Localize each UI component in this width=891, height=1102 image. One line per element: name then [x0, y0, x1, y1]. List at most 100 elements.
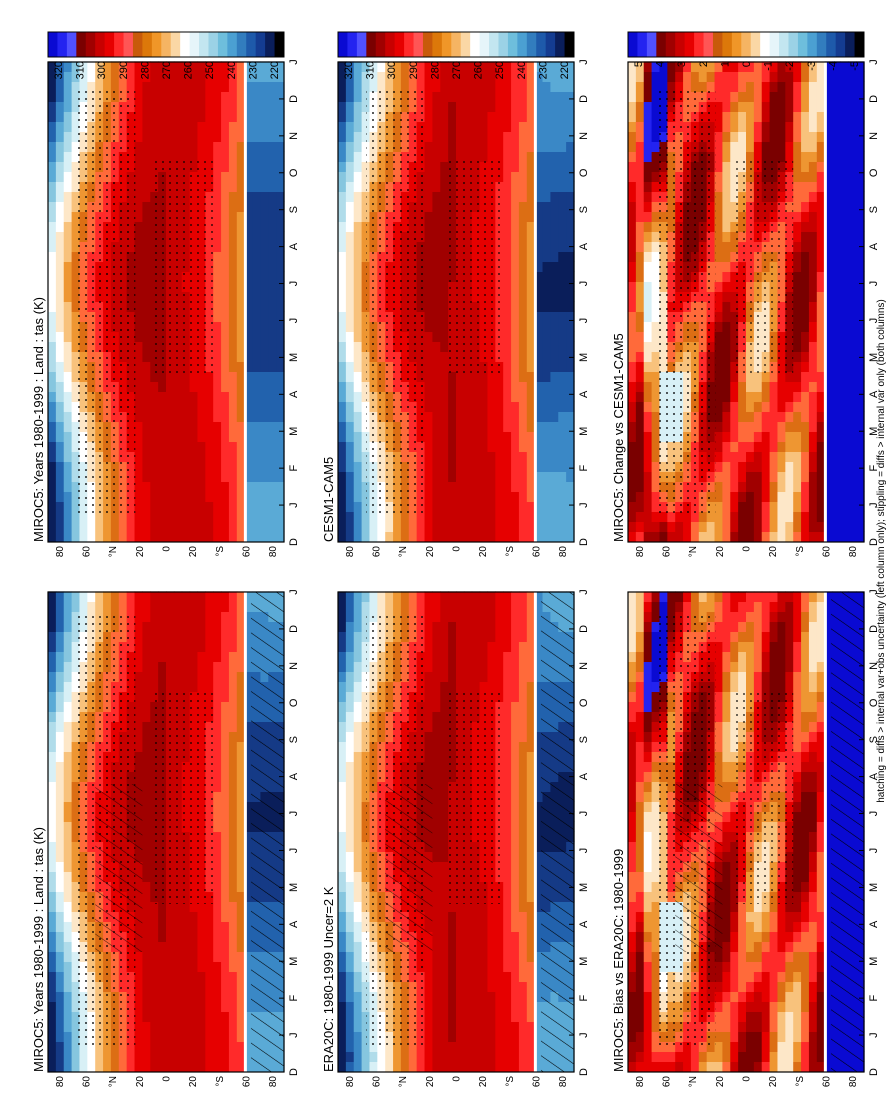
- heat-cell: [228, 61, 238, 72]
- heat-cell: [158, 911, 167, 922]
- heat-cell: [432, 981, 441, 992]
- heat-cell: [197, 921, 206, 932]
- heat-cell: [268, 381, 277, 392]
- heat-cell: [566, 201, 575, 212]
- heat-cell: [236, 791, 246, 802]
- heat-cell: [48, 271, 57, 282]
- heat-cell: [134, 111, 143, 122]
- heat-cell: [213, 511, 222, 522]
- heat-cell: [518, 201, 528, 212]
- heat-cell: [353, 231, 363, 242]
- heat-cell: [79, 521, 88, 532]
- heat-cell: [252, 391, 261, 402]
- heat-cell: [221, 851, 230, 862]
- heat-cell: [558, 411, 567, 422]
- heat-cell: [55, 591, 65, 602]
- heat-cell: [276, 71, 285, 82]
- heat-cell: [221, 1041, 230, 1052]
- heat-cell: [150, 671, 159, 682]
- heat-cell: [353, 111, 363, 122]
- heat-cell: [63, 701, 73, 712]
- heat-cell: [338, 861, 347, 872]
- heat-cell: [236, 1021, 246, 1032]
- heat-cell: [463, 501, 473, 512]
- heat-cell: [150, 391, 159, 402]
- heat-cell: [142, 451, 151, 462]
- heat-cell: [268, 411, 277, 422]
- heat-cell: [48, 471, 57, 482]
- heat-cell: [213, 811, 222, 822]
- heat-cell: [63, 821, 73, 832]
- heat-cell: [166, 61, 175, 72]
- heat-cell: [126, 1051, 136, 1062]
- heat-cell: [228, 511, 238, 522]
- heat-cell: [558, 461, 567, 472]
- heat-cell: [197, 901, 206, 912]
- heat-cell: [260, 471, 269, 482]
- heat-cell: [55, 641, 65, 652]
- heat-cell: [432, 411, 441, 422]
- heat-cell: [518, 1021, 528, 1032]
- heat-cell: [221, 391, 230, 402]
- heat-cell: [471, 491, 481, 502]
- heat-cell: [228, 131, 238, 142]
- heat-cell: [424, 301, 433, 312]
- heat-cell: [205, 981, 214, 992]
- heat-cell: [221, 331, 230, 342]
- heat-cell: [221, 761, 230, 772]
- heat-cell: [456, 961, 465, 972]
- heat-cell: [345, 101, 355, 112]
- heat-cell: [228, 811, 238, 822]
- heat-cell: [228, 671, 238, 682]
- heat-cell: [166, 471, 175, 482]
- heat-cell: [503, 391, 512, 402]
- heat-cell: [518, 101, 528, 112]
- heat-cell: [205, 961, 214, 972]
- heat-cell: [487, 141, 496, 152]
- heat-cell: [456, 421, 465, 432]
- heat-cell: [181, 1051, 191, 1062]
- heat-cell: [158, 521, 167, 532]
- heat-cell: [260, 281, 269, 292]
- heat-cell: [503, 951, 512, 962]
- heat-cell: [205, 601, 214, 612]
- heat-cell: [252, 211, 261, 222]
- heat-cell: [471, 1031, 481, 1042]
- heat-cell: [353, 921, 363, 932]
- heat-cell: [228, 221, 238, 232]
- heat-cell: [345, 131, 355, 142]
- heat-cell: [511, 141, 520, 152]
- heat-cell: [424, 331, 433, 342]
- heat-cell: [338, 291, 347, 302]
- heat-cell: [134, 1021, 143, 1032]
- heat-cell: [495, 951, 504, 962]
- heat-cell: [236, 961, 246, 972]
- heat-cell: [432, 431, 441, 442]
- heat-cell: [213, 921, 222, 932]
- heat-cell: [542, 121, 552, 132]
- heat-cell: [432, 1061, 441, 1072]
- heat-cell: [48, 651, 57, 662]
- heat-cell: [385, 521, 394, 532]
- heat-cell: [511, 1061, 520, 1072]
- heat-cell: [55, 251, 65, 262]
- heat-cell: [213, 161, 222, 172]
- heat-cell: [518, 511, 528, 522]
- heat-cell: [463, 1031, 473, 1042]
- heat-cell: [495, 81, 504, 92]
- heat-cell: [48, 961, 57, 972]
- heat-cell: [353, 311, 363, 322]
- heat-cell: [228, 101, 238, 112]
- heat-cell: [369, 1051, 378, 1062]
- heat-cell: [503, 91, 512, 102]
- heat-cell: [424, 431, 433, 442]
- heat-cell: [189, 1001, 199, 1012]
- heat-cell: [236, 81, 246, 92]
- heat-cell: [276, 341, 285, 352]
- heat-cell: [558, 321, 567, 332]
- heat-cell: [345, 231, 355, 242]
- heat-cell: [456, 1011, 465, 1022]
- heat-cell: [142, 411, 151, 422]
- heat-cell: [197, 411, 206, 422]
- heat-cell: [463, 971, 473, 982]
